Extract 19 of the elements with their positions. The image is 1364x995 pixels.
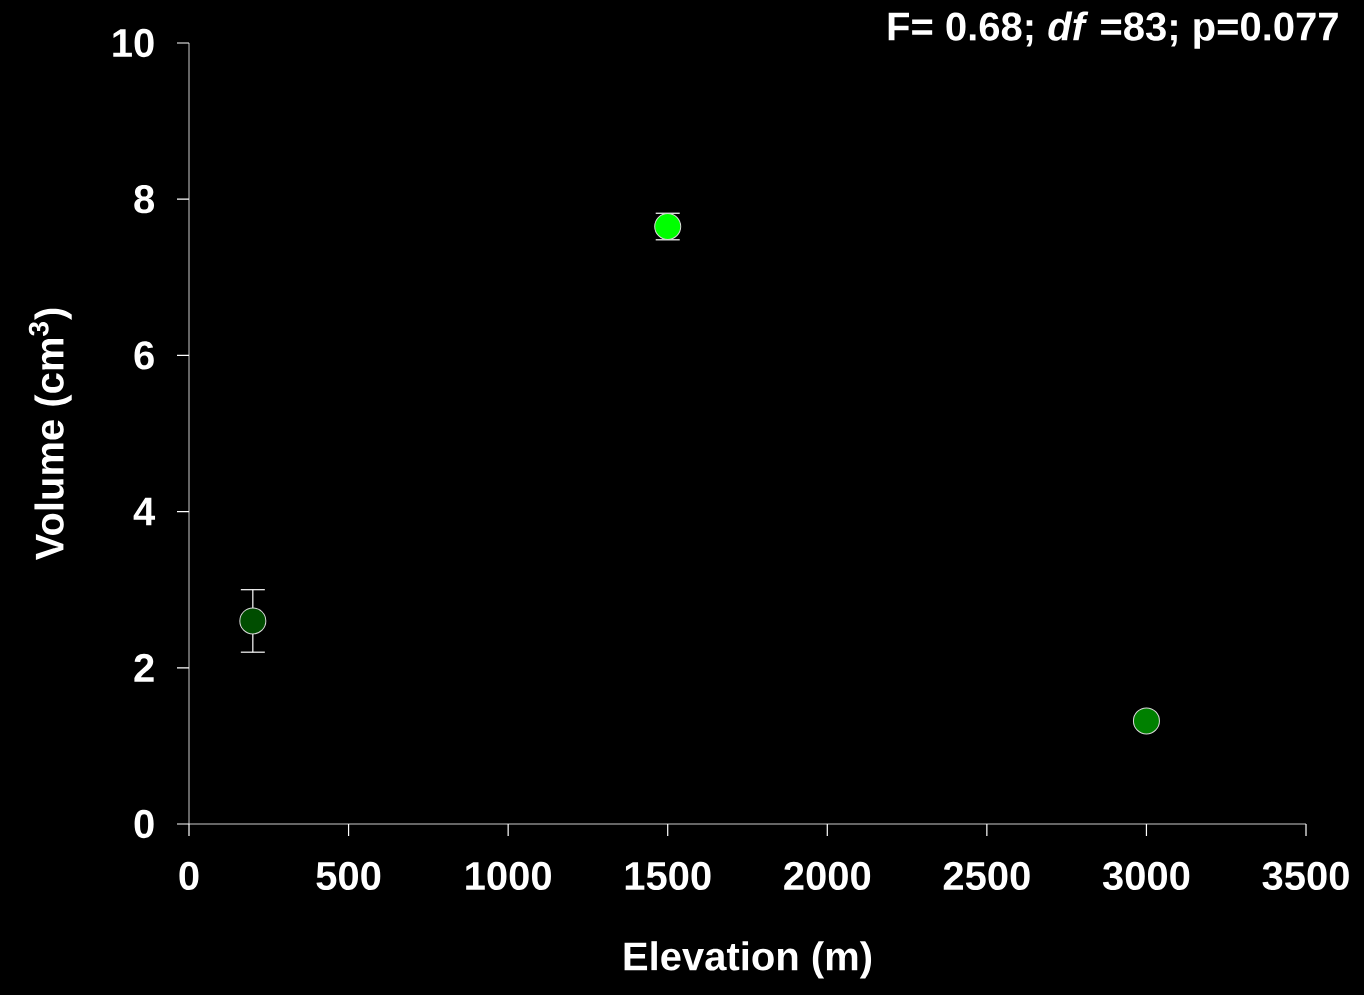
annotation: F= 0.68; df =83; p=0.077 xyxy=(888,11,1338,49)
x-tick-label: 1000 xyxy=(466,861,551,891)
x-axis-title: Elevation (m) xyxy=(624,941,872,979)
point xyxy=(1132,707,1160,735)
x-tick-label: 3500 xyxy=(1262,861,1349,891)
point xyxy=(239,607,267,635)
y-tick-label: 2 xyxy=(134,653,154,682)
y-axis-title: Volume (cm$^{3}$) xyxy=(28,308,72,561)
y-tick-label: 0 xyxy=(134,809,154,839)
x-tick-label: 2500 xyxy=(943,861,1030,891)
x-tick-label: 1500 xyxy=(625,861,711,891)
y-tick-label: 8 xyxy=(134,185,155,214)
y-tick-label: 10 xyxy=(113,28,154,58)
y-tick-label: 4 xyxy=(133,497,156,526)
x-tick-label: 500 xyxy=(316,861,381,891)
x-tick-label: 2000 xyxy=(784,861,871,891)
x-tick-label: 3000 xyxy=(1102,861,1190,891)
x-tick-label: 0 xyxy=(179,861,199,891)
y-tick-label: 6 xyxy=(134,341,154,370)
